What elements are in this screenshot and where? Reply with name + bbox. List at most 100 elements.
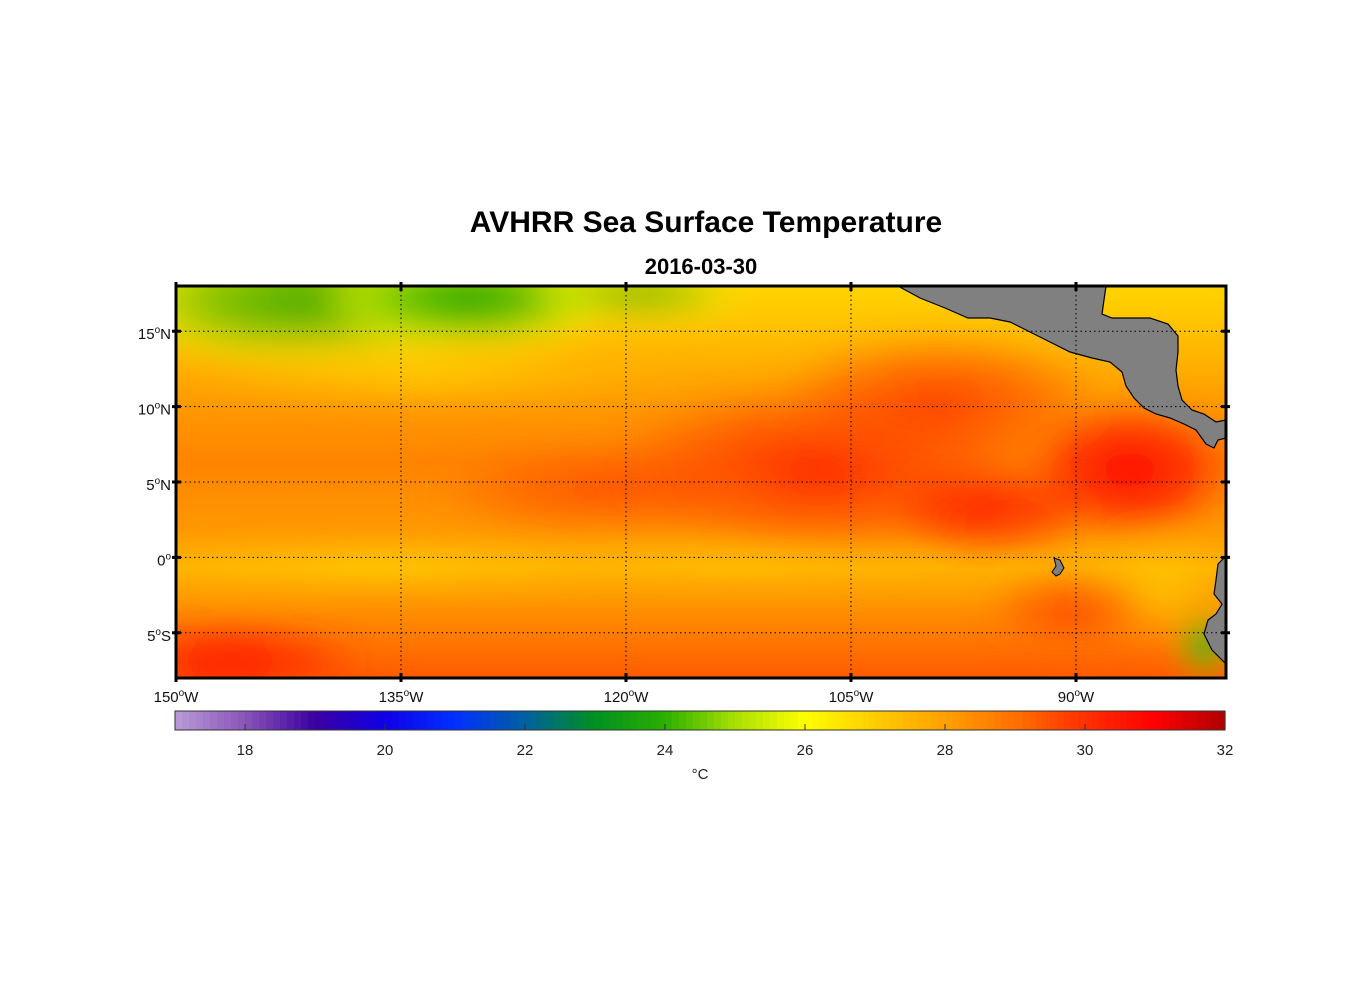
colorbar-swatch <box>952 711 960 730</box>
colorbar-swatch <box>420 711 428 730</box>
colorbar-swatch <box>847 711 855 730</box>
colorbar-swatch <box>588 711 596 730</box>
colorbar-swatch <box>483 711 491 730</box>
colorbar-swatch <box>1113 711 1121 730</box>
colorbar-swatch <box>371 711 379 730</box>
colorbar-swatch <box>735 711 743 730</box>
colorbar-swatch <box>1162 711 1170 730</box>
lon-tick-label: 120oW <box>604 688 650 706</box>
colorbar-swatch <box>294 711 302 730</box>
warm-region-southeast <box>980 570 1160 650</box>
colorbar-swatch <box>1085 711 1093 730</box>
colorbar-swatch <box>987 711 995 730</box>
colorbar-swatch <box>903 711 911 730</box>
colorbar-swatch <box>812 711 820 730</box>
colorbar-swatch <box>1099 711 1107 730</box>
colorbar-swatch <box>875 711 883 730</box>
colorbar-swatch <box>924 711 932 730</box>
map-date: 2016-03-30 <box>644 254 758 279</box>
colorbar-swatch <box>518 711 526 730</box>
colorbar-swatch <box>840 711 848 730</box>
colorbar-swatch <box>651 711 659 730</box>
cool-region-north-east <box>530 286 750 324</box>
colorbar-swatch <box>1029 711 1037 730</box>
colorbar-swatch <box>707 711 715 730</box>
colorbar-swatch <box>973 711 981 730</box>
colorbar-swatch <box>287 711 295 730</box>
colorbar-swatch <box>427 711 435 730</box>
colorbar-swatch <box>1197 711 1205 730</box>
colorbar-swatch <box>1001 711 1009 730</box>
colorbar-swatch <box>609 711 617 730</box>
colorbar-swatch <box>658 711 666 730</box>
colorbar-swatch <box>1043 711 1051 730</box>
colorbar-swatch <box>189 711 197 730</box>
lon-tick-label: 150oW <box>154 688 200 706</box>
colorbar-swatch <box>343 711 351 730</box>
colorbar-swatch <box>399 711 407 730</box>
colorbar-swatch <box>938 711 946 730</box>
colorbar-swatch <box>1190 711 1198 730</box>
colorbar-swatch <box>665 711 673 730</box>
colorbar-swatch <box>385 711 393 730</box>
colorbar-tick-label: 24 <box>657 742 674 759</box>
colorbar-swatch <box>581 711 589 730</box>
colorbar-swatch <box>182 711 190 730</box>
colorbar-swatch <box>378 711 386 730</box>
colorbar-swatch <box>1050 711 1058 730</box>
colorbar-tick-label: 32 <box>1217 742 1234 759</box>
colorbar-swatch <box>434 711 442 730</box>
colorbar-swatch <box>1204 711 1212 730</box>
colorbar-swatch <box>406 711 414 730</box>
colorbar-swatch <box>1218 711 1226 730</box>
colorbar-swatch <box>441 711 449 730</box>
colorbar-swatch <box>805 711 813 730</box>
colorbar-swatch <box>175 711 183 730</box>
map-tick-marks <box>172 282 1230 682</box>
colorbar-swatch <box>1141 711 1149 730</box>
colorbar-swatch <box>1127 711 1135 730</box>
colorbar-swatch <box>994 711 1002 730</box>
colorbar-swatch <box>553 711 561 730</box>
colorbar-swatch <box>462 711 470 730</box>
colorbar-swatch <box>532 711 540 730</box>
colorbar-swatch <box>868 711 876 730</box>
colorbar-swatch <box>728 711 736 730</box>
lon-tick-labels: 150oW 135oW 120oW 105oW 90oW <box>154 688 1095 706</box>
colorbar-swatch <box>1071 711 1079 730</box>
colorbar-swatch <box>1064 711 1072 730</box>
lat-tick-label: 0o <box>157 551 171 569</box>
lat-tick-labels: 15oN 10oN 5oN 0o 5oS <box>138 325 172 645</box>
colorbar-swatch <box>1148 711 1156 730</box>
lon-tick-label: 90oW <box>1058 688 1095 706</box>
colorbar-swatch <box>245 711 253 730</box>
colorbar-ticks <box>244 724 1226 730</box>
colorbar-swatch <box>714 711 722 730</box>
colorbar-swatch <box>413 711 421 730</box>
colorbar-swatch <box>763 711 771 730</box>
colorbar-swatch <box>959 711 967 730</box>
colorbar-swatch <box>1008 711 1016 730</box>
yellow-band-equator-west <box>176 543 640 587</box>
colorbar-tick-label: 30 <box>1077 742 1094 759</box>
colorbar-swatch <box>1078 711 1086 730</box>
colorbar-swatch <box>511 711 519 730</box>
colorbar-tick-label: 22 <box>517 742 534 759</box>
colorbar-swatch <box>364 711 372 730</box>
colorbar-swatch <box>616 711 624 730</box>
colorbar-swatch <box>203 711 211 730</box>
colorbar-swatch <box>672 711 680 730</box>
colorbar-swatch <box>693 711 701 730</box>
colorbar-swatch <box>1120 711 1128 730</box>
colorbar-swatch <box>490 711 498 730</box>
colorbar-swatch <box>1183 711 1191 730</box>
colorbar-swatch <box>686 711 694 730</box>
colorbar-swatch <box>231 711 239 730</box>
colorbar-tick-label: 18 <box>237 742 254 759</box>
lon-tick-label: 135oW <box>379 688 425 706</box>
colorbar-swatch <box>1155 711 1163 730</box>
colorbar-swatch <box>861 711 869 730</box>
lon-tick-label: 105oW <box>829 688 875 706</box>
colorbar: 18 20 22 24 26 28 30 32 °C <box>174 710 1234 783</box>
colorbar-swatch <box>791 711 799 730</box>
